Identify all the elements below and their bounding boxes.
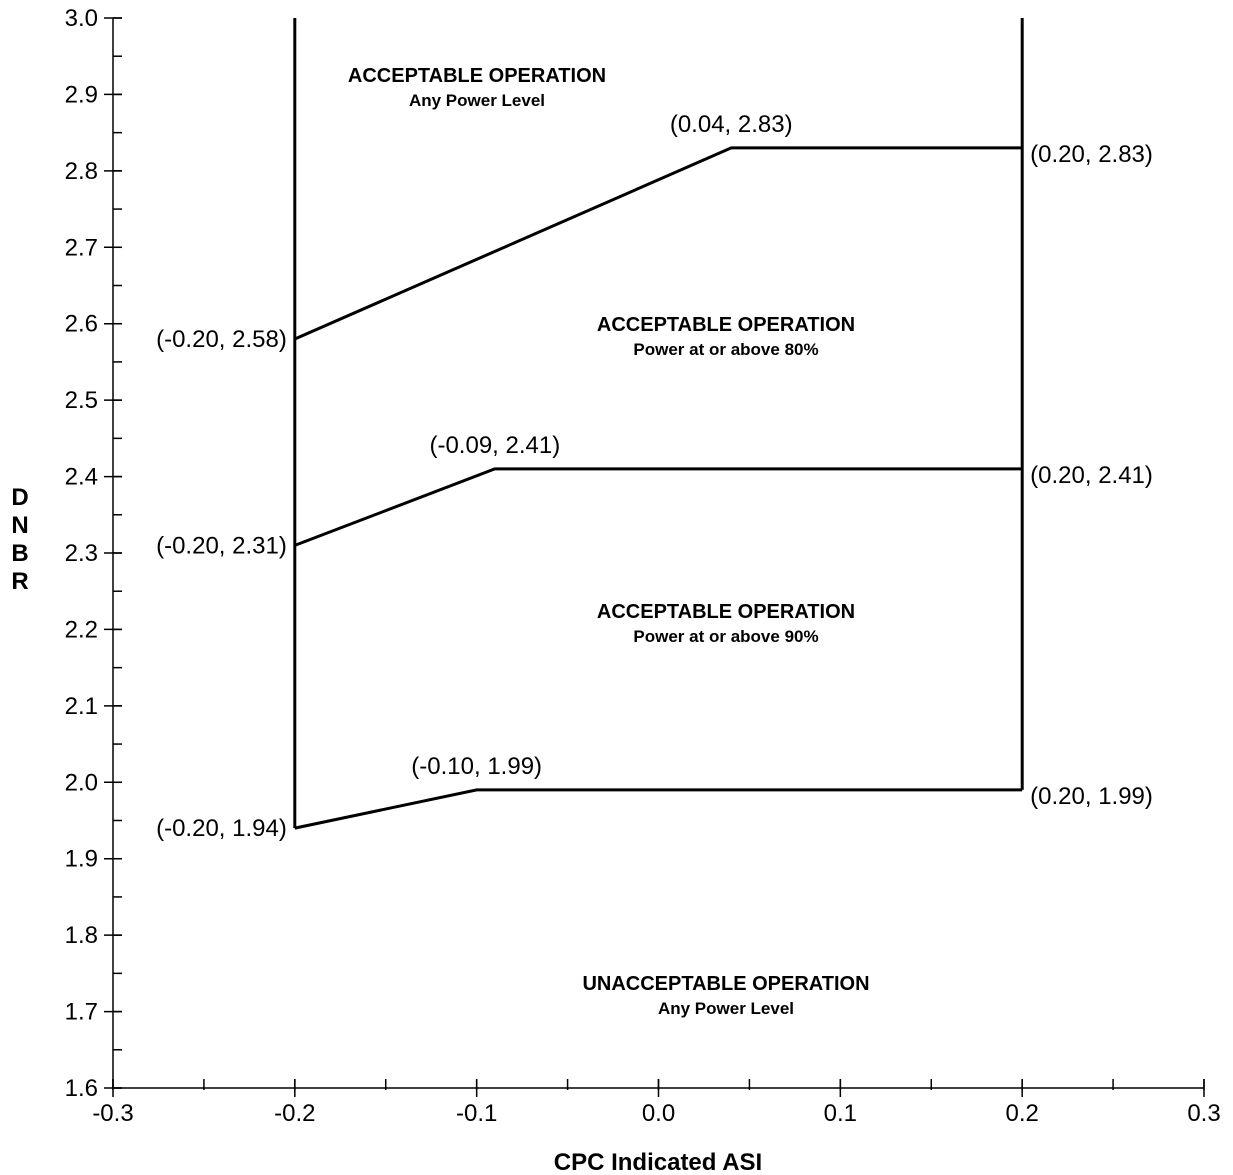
region-1-title: ACCEPTABLE OPERATION xyxy=(597,314,855,336)
series-group xyxy=(293,18,1024,830)
point-label-1: (0.20, 2.83) xyxy=(1030,141,1153,168)
point-label-5: (-0.20, 2.31) xyxy=(156,532,287,559)
y-tick-label: 1.8 xyxy=(65,922,98,949)
point-label-7: (0.20, 1.99) xyxy=(1030,783,1153,810)
series-line-1 xyxy=(294,467,1023,547)
y-tick-label: 2.2 xyxy=(65,616,98,643)
y-axis-title-letter: D xyxy=(11,484,28,511)
y-tick-label: 2.3 xyxy=(65,540,98,567)
region-0-title: ACCEPTABLE OPERATION xyxy=(348,65,606,87)
region-annotations: ACCEPTABLE OPERATION Any Power Level ACC… xyxy=(348,65,870,1018)
region-1-subtitle: Power at or above 80% xyxy=(633,340,818,359)
x-axis-title: CPC Indicated ASI xyxy=(554,1149,762,1175)
point-labels: (0.04, 2.83) (0.20, 2.83) (-0.20, 2.58) (-0… xyxy=(156,111,1153,842)
y-axis-title-letter: B xyxy=(11,540,28,567)
point-label-6: (-0.10, 1.99) xyxy=(411,753,542,780)
y-axis-title-letter: R xyxy=(11,568,28,595)
y-tick-label: 2.0 xyxy=(65,769,98,796)
y-tick-label: 2.5 xyxy=(65,387,98,414)
y-tick-label: 2.4 xyxy=(65,464,98,491)
region-3-title: UNACCEPTABLE OPERATION xyxy=(582,973,869,995)
x-tick-label: 0.2 xyxy=(1005,1100,1038,1127)
x-tick-label: -0.3 xyxy=(92,1100,133,1127)
y-tick-label: 2.1 xyxy=(65,693,98,720)
y-tick-label: 1.6 xyxy=(65,1075,98,1102)
y-axis-title-letter: N xyxy=(11,512,28,539)
region-3-subtitle: Any Power Level xyxy=(658,999,794,1018)
point-label-2: (-0.20, 2.58) xyxy=(156,326,287,353)
y-tick-label: 2.9 xyxy=(65,81,98,108)
region-2-title: ACCEPTABLE OPERATION xyxy=(597,601,855,623)
x-tick-label: -0.2 xyxy=(274,1100,315,1127)
point-label-0: (0.04, 2.83) xyxy=(670,111,793,138)
ticks: -0.3 -0.2 -0.1 0.0 0.1 0.2 0.3 1.6 1.7 1.8 1.9 2.0 2… xyxy=(65,5,1221,1127)
x-tick-label: -0.1 xyxy=(456,1100,497,1127)
y-tick-label: 2.8 xyxy=(65,158,98,185)
y-tick-label: 2.7 xyxy=(65,234,98,261)
region-0-subtitle: Any Power Level xyxy=(409,91,545,110)
x-tick-label: 0.1 xyxy=(824,1100,857,1127)
x-tick-label: 0.3 xyxy=(1187,1100,1220,1127)
series-line-2 xyxy=(294,788,1023,830)
point-label-4: (0.20, 2.41) xyxy=(1030,462,1153,489)
point-label-3: (-0.09, 2.41) xyxy=(429,432,560,459)
y-tick-label: 1.9 xyxy=(65,846,98,873)
x-tick-label: 0.0 xyxy=(642,1100,675,1127)
series-line-0 xyxy=(294,146,1023,341)
y-tick-label: 1.7 xyxy=(65,999,98,1026)
point-label-8: (-0.20, 1.94) xyxy=(156,815,287,842)
region-2-subtitle: Power at or above 90% xyxy=(633,627,818,646)
y-tick-label: 2.6 xyxy=(65,311,98,338)
y-tick-label: 3.0 xyxy=(65,5,98,32)
